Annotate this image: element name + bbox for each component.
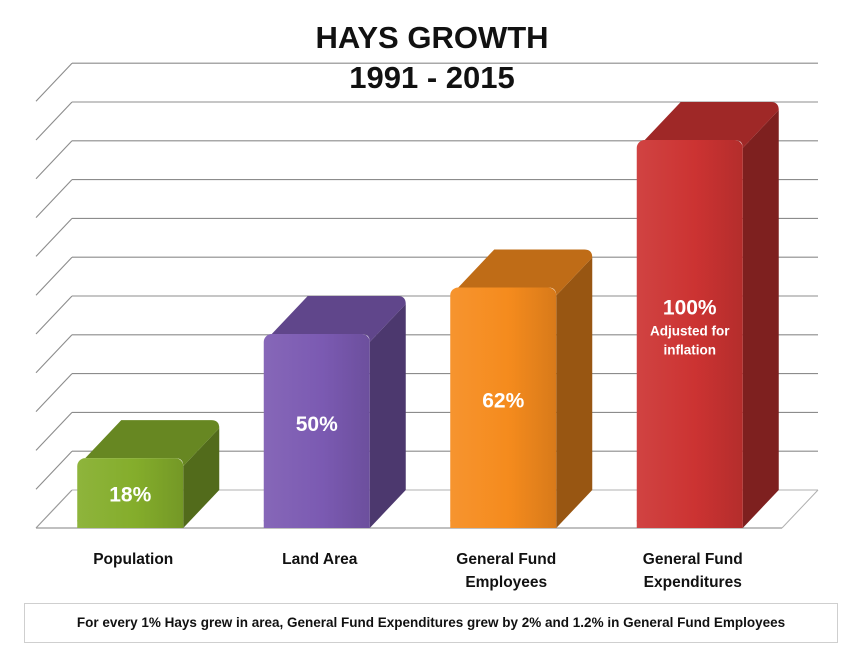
x-axis-labels: Population Land Area General Fund Employees… bbox=[93, 551, 742, 591]
x-tick-label: Employees bbox=[465, 574, 547, 591]
floor-edge-right bbox=[781, 489, 819, 529]
gridline-wall bbox=[35, 373, 73, 412]
x-tick-label: Expenditures bbox=[644, 574, 742, 591]
bar-top bbox=[271, 296, 406, 342]
gridline-wall bbox=[35, 334, 73, 374]
gridline-wall bbox=[35, 62, 73, 102]
bar-sub-label: Adjusted for bbox=[650, 324, 730, 339]
bar-side bbox=[556, 257, 593, 528]
bar-front-base bbox=[263, 520, 370, 528]
bar-1: 50% bbox=[263, 296, 406, 528]
bar-value-label: 18% bbox=[109, 483, 151, 506]
x-tick-label: Land Area bbox=[282, 551, 358, 568]
bar-value-label: 62% bbox=[482, 390, 524, 413]
gridline-wall bbox=[35, 256, 73, 296]
bar-front bbox=[450, 287, 557, 528]
bar-side bbox=[369, 304, 406, 528]
gridline-wall bbox=[35, 450, 73, 490]
chart-title-line1: HAYS GROWTH bbox=[315, 20, 549, 55]
gridline-wall bbox=[35, 412, 73, 451]
gridline-wall bbox=[35, 101, 73, 141]
bar-front bbox=[77, 458, 184, 528]
bar-top bbox=[85, 420, 220, 467]
bar-value-label: 50% bbox=[296, 413, 338, 436]
gridline-wall bbox=[35, 140, 73, 180]
bar-front bbox=[263, 334, 370, 528]
bar-value-label: 100% bbox=[663, 297, 717, 320]
gridline-wall bbox=[35, 179, 73, 218]
x-tick-label: Population bbox=[93, 551, 173, 568]
bar-front-base bbox=[636, 520, 743, 528]
bar-0: 18% bbox=[77, 420, 220, 528]
gridline-wall bbox=[35, 218, 73, 257]
bar-top bbox=[644, 102, 779, 148]
bar-top bbox=[458, 249, 593, 296]
x-tick-label: General Fund bbox=[456, 551, 556, 568]
chart-bars: 18% 50% 62% 100% Adjusted for inflation bbox=[77, 102, 779, 528]
gridline-wall bbox=[35, 295, 73, 335]
chart-title-line2: 1991 - 2015 bbox=[349, 60, 515, 95]
x-tick-label: General Fund bbox=[643, 551, 743, 568]
footnote: For every 1% Hays grew in area, General … bbox=[24, 603, 838, 643]
bar-front-base bbox=[77, 520, 184, 528]
bar-front bbox=[636, 140, 743, 528]
floor-edge-left bbox=[35, 489, 73, 529]
bar-3: 100% Adjusted for inflation bbox=[636, 102, 779, 528]
bar-sub-label: inflation bbox=[664, 343, 717, 358]
bar-chart: 18% 50% 62% 100% Adjusted for inflation Popul… bbox=[35, 62, 819, 591]
bar-side bbox=[183, 428, 220, 528]
bar-2: 62% bbox=[450, 249, 593, 528]
bar-front-base bbox=[450, 520, 557, 528]
bar-side bbox=[742, 110, 779, 528]
